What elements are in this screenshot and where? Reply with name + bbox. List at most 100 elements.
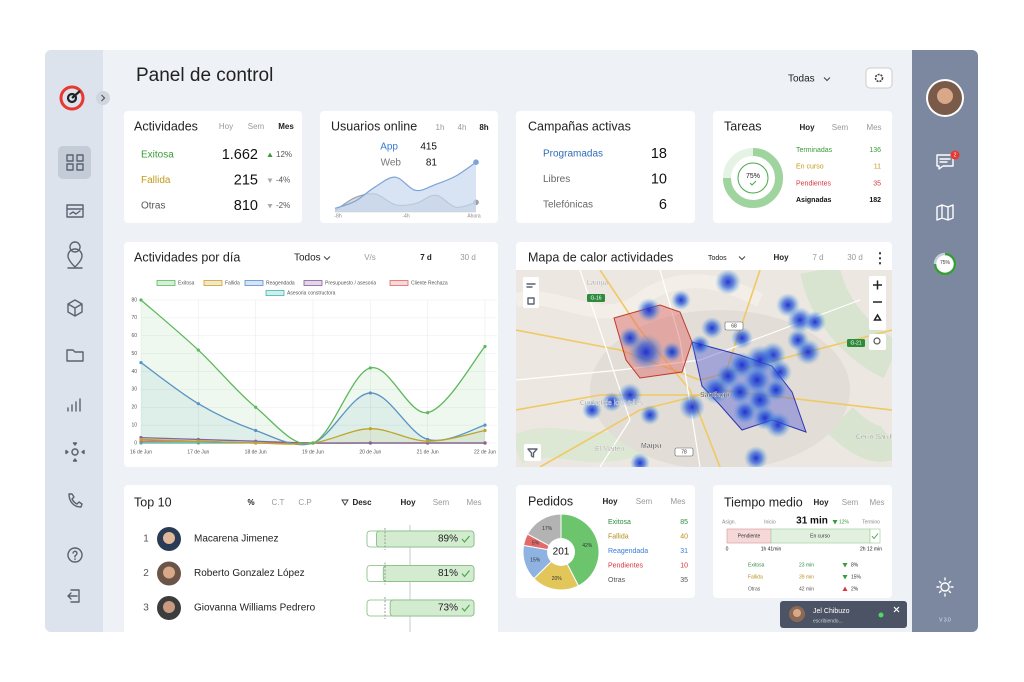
nav-location[interactable] bbox=[67, 241, 83, 269]
tab[interactable]: Hoy bbox=[219, 122, 233, 131]
tab[interactable]: Hoy bbox=[773, 253, 789, 262]
tab[interactable]: Hoy bbox=[400, 498, 416, 507]
card-title: Campañas activas bbox=[528, 119, 631, 133]
tab[interactable]: Sem bbox=[832, 123, 849, 132]
place-label: Ciudad de los Valles bbox=[580, 400, 644, 407]
zoom-controls[interactable] bbox=[869, 276, 886, 330]
heat-spot bbox=[701, 317, 723, 339]
label: 3 bbox=[143, 603, 149, 614]
tab[interactable]: Mes bbox=[466, 498, 481, 507]
point bbox=[254, 405, 258, 409]
label: 18 bbox=[651, 146, 667, 162]
tab[interactable]: C.T bbox=[272, 498, 285, 507]
heat-spot bbox=[671, 290, 691, 310]
label: 6 bbox=[659, 197, 667, 213]
slice-label: 17% bbox=[542, 526, 553, 532]
tab[interactable]: Mes bbox=[670, 497, 685, 506]
nav-settings[interactable] bbox=[65, 442, 85, 462]
y-tick-label: 50 bbox=[131, 351, 137, 357]
x-tick-label: 21 de Jun bbox=[417, 449, 439, 455]
tab[interactable]: Sem bbox=[842, 498, 859, 507]
tab[interactable]: Mes bbox=[278, 122, 294, 131]
nav-dashboard[interactable] bbox=[66, 154, 84, 171]
filter-dropdown[interactable]: Todos bbox=[294, 253, 321, 264]
label: Roberto Gonzalez López bbox=[194, 568, 305, 579]
map-icon[interactable] bbox=[936, 204, 954, 221]
heat-spot bbox=[662, 342, 682, 362]
page-title: Panel de control bbox=[136, 65, 273, 86]
tab[interactable]: 30 d bbox=[460, 253, 476, 262]
donut-value bbox=[723, 148, 783, 208]
version: V 3.0 bbox=[939, 617, 951, 623]
chat-toast[interactable] bbox=[780, 601, 907, 628]
filter-dropdown[interactable]: Todas bbox=[788, 74, 815, 85]
heat-spot bbox=[690, 335, 710, 355]
tab[interactable]: 1h bbox=[436, 123, 445, 132]
collapse-button[interactable] bbox=[96, 91, 110, 105]
tab[interactable]: 7 d bbox=[420, 253, 432, 262]
tab[interactable]: Sem bbox=[433, 498, 450, 507]
tab[interactable]: 7 d bbox=[812, 253, 823, 262]
x-tick-label: Ahora bbox=[467, 213, 481, 219]
nav-help[interactable] bbox=[67, 547, 83, 563]
theme-icon[interactable] bbox=[936, 577, 954, 597]
pie-slice bbox=[560, 513, 600, 587]
label: 10 bbox=[680, 563, 688, 570]
label: Telefónicas bbox=[543, 200, 593, 211]
tab[interactable]: 4h bbox=[458, 123, 467, 132]
legend-label: Presupuesto / asesoria bbox=[325, 280, 376, 286]
tab[interactable]: Hoy bbox=[799, 123, 815, 132]
label: 35 bbox=[680, 577, 688, 584]
nav-box[interactable] bbox=[67, 299, 83, 317]
road-sign bbox=[587, 294, 605, 302]
nav-calendar[interactable] bbox=[66, 204, 84, 218]
label: 201 bbox=[553, 547, 570, 558]
tab[interactable]: C.P bbox=[298, 498, 311, 507]
tab[interactable]: 8h bbox=[479, 123, 488, 132]
label: 8% bbox=[851, 562, 859, 568]
card-title: Actividades por día bbox=[134, 250, 240, 264]
legend-label: Asesoria constructora bbox=[287, 290, 336, 296]
point bbox=[483, 344, 487, 349]
card-title: Usuarios online bbox=[331, 119, 417, 133]
nav-phone[interactable] bbox=[68, 493, 83, 508]
label: 73% bbox=[438, 603, 458, 614]
place-label: Lampa bbox=[587, 280, 609, 287]
left-sidebar bbox=[45, 50, 103, 632]
check bbox=[461, 604, 470, 612]
nav-logout[interactable] bbox=[67, 589, 80, 603]
tab[interactable]: Sem bbox=[248, 122, 265, 131]
settings-button[interactable] bbox=[865, 67, 893, 89]
close-icon[interactable] bbox=[893, 606, 900, 613]
heat-spot bbox=[765, 379, 787, 401]
label: 1.662 bbox=[222, 147, 258, 163]
filter-dropdown[interactable]: Todos bbox=[708, 255, 727, 262]
tab[interactable]: Desc bbox=[352, 498, 372, 507]
arrow-down bbox=[832, 520, 838, 525]
legend-swatch bbox=[265, 290, 285, 296]
point bbox=[426, 439, 430, 443]
card-campaigns bbox=[516, 111, 695, 223]
tab[interactable]: Mes bbox=[866, 123, 881, 132]
y-tick-label: 30 bbox=[131, 387, 137, 393]
heat-spot bbox=[715, 270, 741, 295]
nav-stats[interactable] bbox=[67, 398, 81, 412]
filter-button[interactable] bbox=[524, 444, 541, 461]
card-title: Pedidos bbox=[528, 494, 573, 508]
tab[interactable]: Sem bbox=[636, 497, 653, 506]
label: Pendientes bbox=[608, 563, 644, 570]
map-tool-icons bbox=[526, 283, 536, 305]
map-tools[interactable] bbox=[523, 277, 539, 308]
nav-folder[interactable] bbox=[66, 349, 84, 362]
tab[interactable]: 30 d bbox=[847, 253, 863, 262]
street-view[interactable] bbox=[869, 334, 886, 350]
tab[interactable]: Hoy bbox=[813, 498, 829, 507]
tab[interactable]: V/s bbox=[364, 253, 376, 262]
tab[interactable]: Mes bbox=[869, 498, 884, 507]
tab[interactable]: Hoy bbox=[602, 497, 618, 506]
label: 40 bbox=[680, 533, 688, 540]
pie-hole bbox=[547, 538, 575, 566]
label: -4% bbox=[276, 176, 290, 185]
tab[interactable]: % bbox=[247, 498, 254, 507]
label: 81% bbox=[438, 568, 458, 579]
